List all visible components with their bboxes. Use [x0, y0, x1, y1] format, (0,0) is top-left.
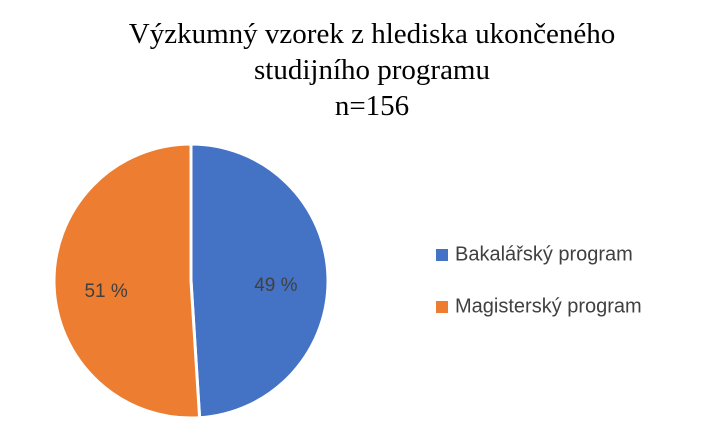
- data-label: 51 %: [84, 281, 127, 302]
- legend-swatch: [436, 249, 448, 261]
- data-label: 49 %: [254, 275, 297, 296]
- legend-label: Magisterský program: [455, 295, 642, 317]
- pie-slice: [52, 142, 202, 420]
- legend-label: Bakalářský program: [455, 243, 633, 265]
- title-block: Výzkumný vzorek z hlediska ukončeného st…: [112, 16, 632, 124]
- pie-slice: [189, 142, 330, 420]
- chart-title: Výzkumný vzorek z hlediska ukončeného st…: [128, 18, 616, 86]
- chart-subtitle: n=156: [334, 90, 410, 122]
- legend-swatch: [436, 301, 448, 313]
